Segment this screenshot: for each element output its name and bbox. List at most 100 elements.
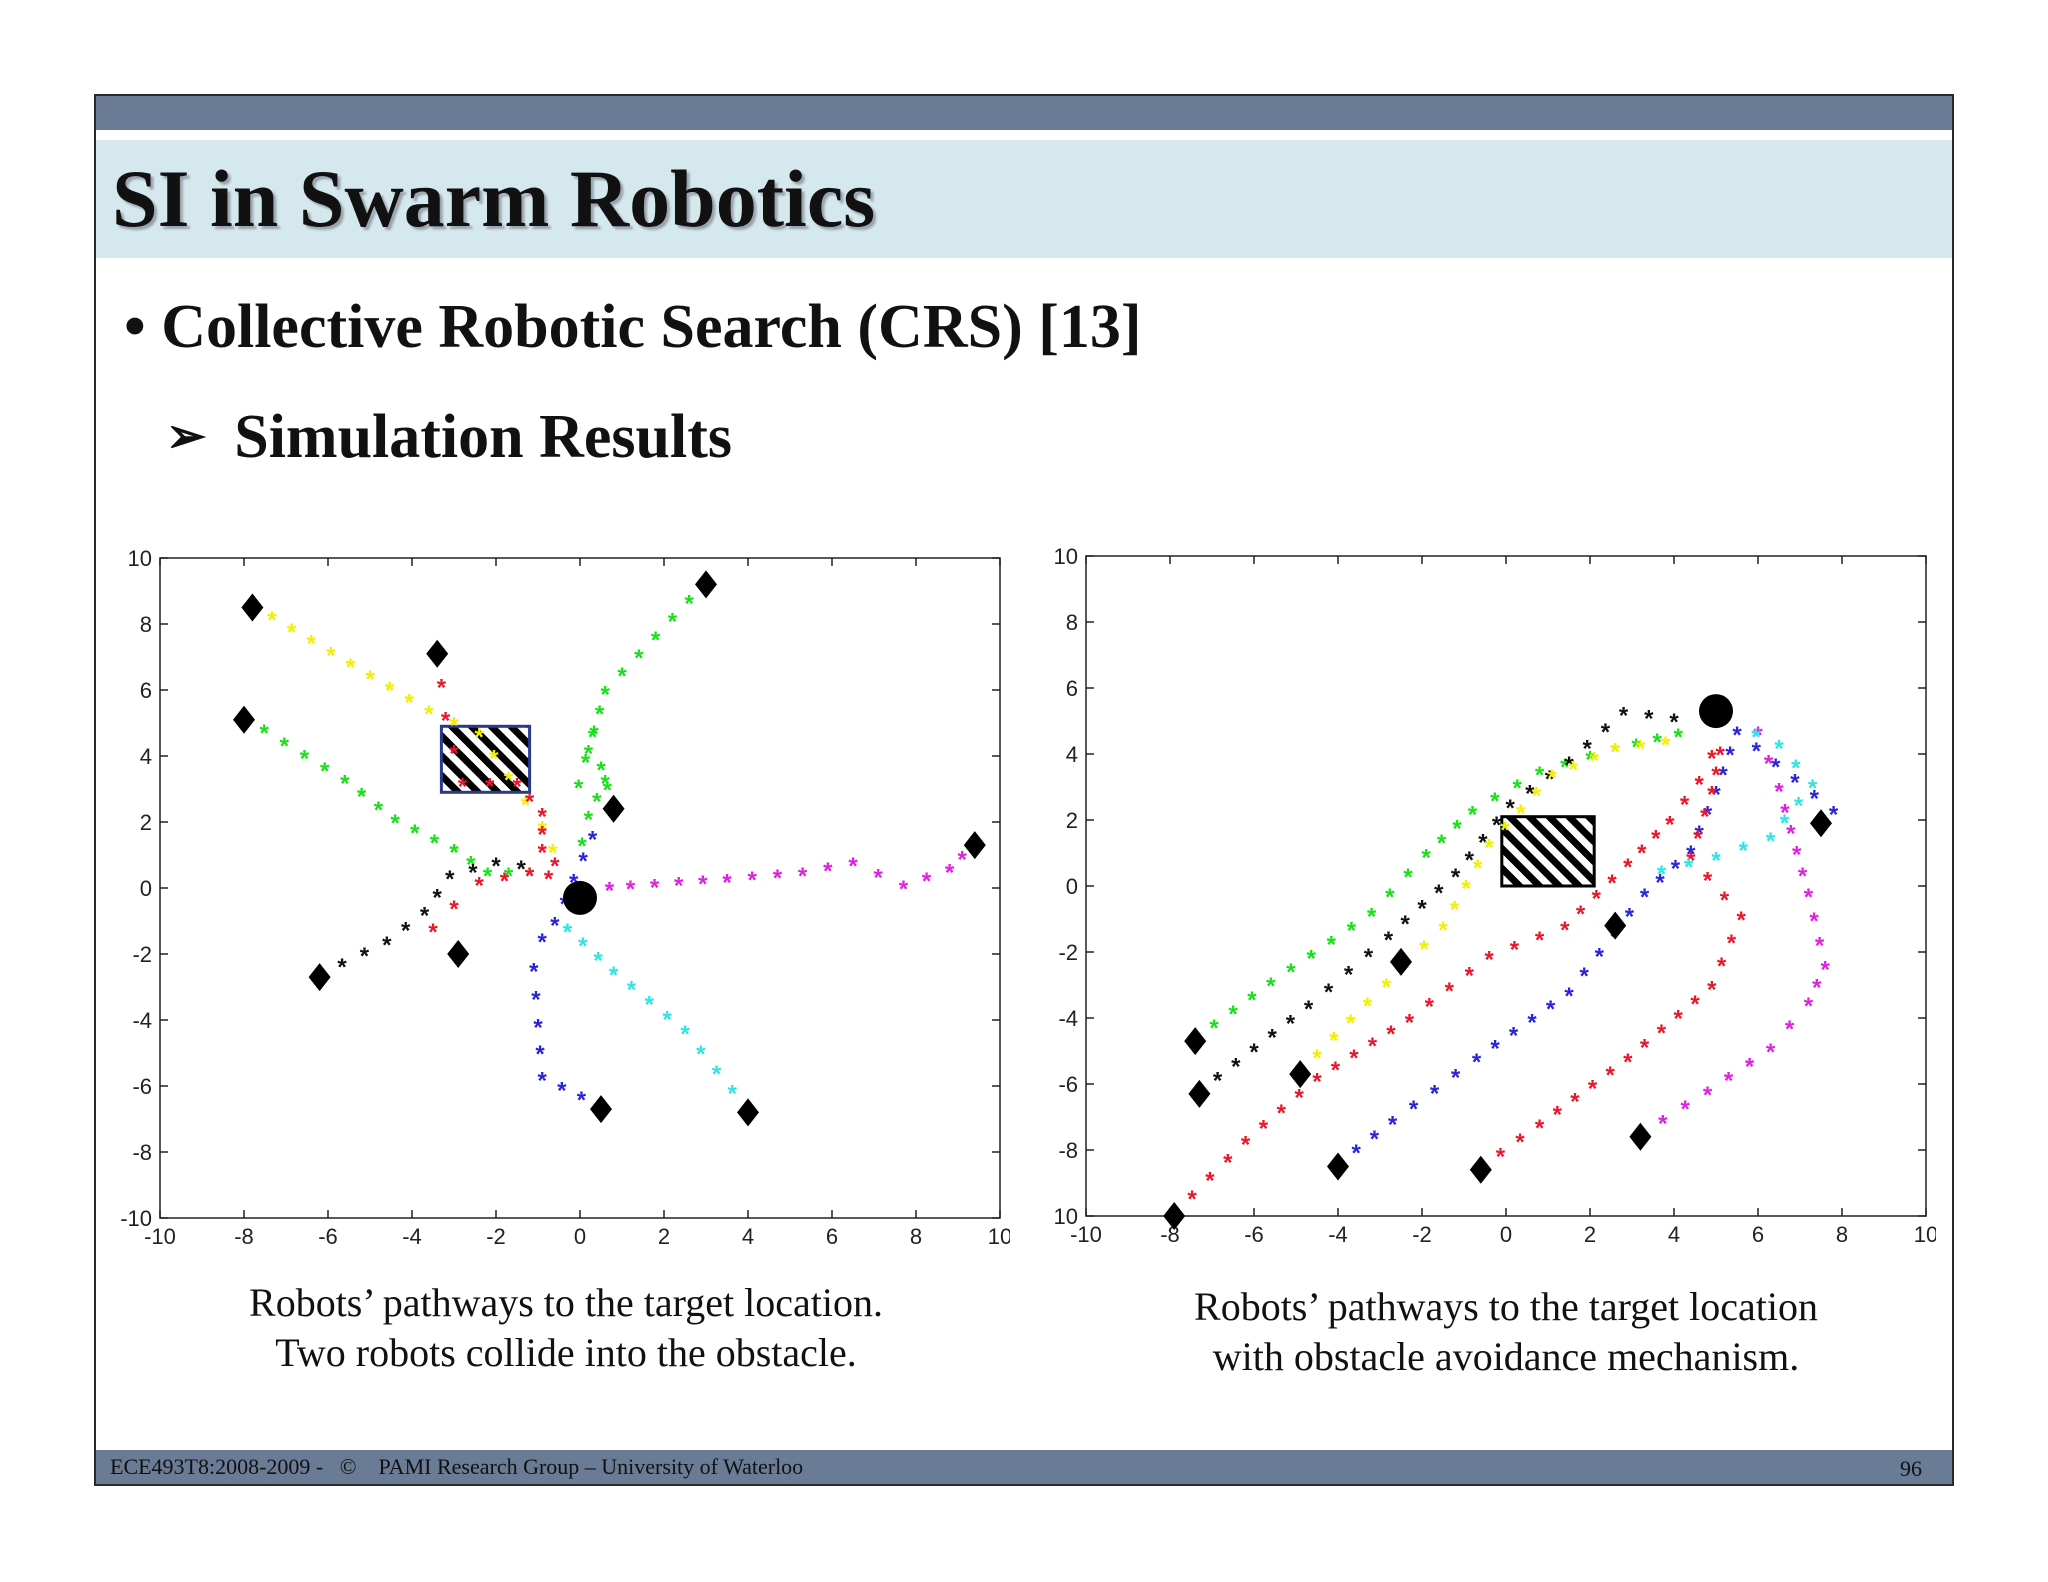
path-marker: * [1496, 1144, 1506, 1171]
path-marker: * [489, 746, 499, 773]
obstacle [1500, 815, 1596, 888]
path-marker: * [1331, 1057, 1341, 1084]
path-marker: * [1425, 994, 1435, 1021]
path-marker: * [601, 770, 611, 797]
path-marker: * [1451, 1065, 1461, 1092]
path-marker: * [1625, 904, 1635, 931]
path-marker: * [1681, 1096, 1691, 1123]
path-marker: * [326, 642, 336, 669]
caption-right-line1: Robots’ pathways to the target location [1194, 1284, 1818, 1329]
path-marker: * [533, 1015, 543, 1042]
path-marker: * [1794, 793, 1804, 820]
path-marker: * [1347, 918, 1357, 945]
path-marker: * [1401, 911, 1411, 938]
path-marker: * [1472, 1049, 1482, 1076]
caption-right-line2: with obstacle avoidance mechanism. [1212, 1334, 1800, 1379]
x-tick-label: -6 [1244, 1222, 1264, 1247]
path-marker: * [1812, 975, 1822, 1002]
caption-right: Robots’ pathways to the target location … [1096, 1282, 1916, 1382]
path-marker: * [259, 720, 269, 747]
path-marker: * [1515, 1129, 1525, 1156]
path-marker: * [1546, 996, 1556, 1023]
path-marker: * [340, 770, 350, 797]
path-marker: * [1205, 1168, 1215, 1195]
path-marker: * [609, 962, 619, 989]
path-marker: * [588, 724, 598, 751]
path-marker: * [603, 777, 613, 804]
path-marker: * [680, 1021, 690, 1048]
path-marker: * [584, 807, 594, 834]
path-marker: * [1228, 1001, 1238, 1028]
path-marker: * [1653, 729, 1663, 756]
x-tick-label: 4 [1668, 1222, 1680, 1247]
path-marker: * [1707, 976, 1717, 1003]
robot-start-marker [1184, 1027, 1207, 1056]
path-marker: * [437, 675, 447, 702]
y-tick-label: 0 [1066, 874, 1078, 899]
path-marker: * [899, 876, 909, 903]
path-marker: * [1352, 1140, 1362, 1167]
path-marker: * [382, 932, 392, 959]
path-marker: * [1717, 953, 1727, 980]
path-marker: * [1798, 863, 1808, 890]
path-marker: * [1821, 957, 1831, 984]
path-marker: * [1774, 778, 1784, 805]
path-marker: * [360, 943, 370, 970]
path-marker: * [577, 833, 587, 860]
path-marker: * [1430, 1080, 1440, 1107]
path-marker: * [1786, 821, 1796, 848]
path-marker: * [1344, 961, 1354, 988]
path-marker: * [1690, 991, 1700, 1018]
y-tick-label: 6 [140, 678, 152, 703]
path-marker: * [589, 721, 599, 748]
path-marker: * [1510, 937, 1520, 964]
path-marker: * [1569, 756, 1579, 783]
path-marker: * [1711, 782, 1721, 809]
path-marker: * [401, 917, 411, 944]
path-marker: * [544, 866, 554, 893]
path-marker: * [449, 840, 459, 867]
path-marker: * [1450, 896, 1460, 923]
path-marker: * [1560, 917, 1570, 944]
obstacle [439, 724, 532, 794]
path-marker: * [1703, 867, 1713, 894]
path-marker: * [634, 645, 644, 672]
path-marker: * [1745, 1053, 1755, 1080]
path-marker: * [1810, 786, 1820, 813]
path-marker: * [548, 840, 558, 867]
path-marker: * [468, 860, 478, 887]
path-marker: * [617, 663, 627, 690]
robot-start-marker [426, 639, 449, 668]
path-marker: * [538, 929, 548, 956]
path-marker: * [848, 853, 858, 880]
path-marker: * [1657, 1020, 1667, 1047]
path-marker: * [1231, 1053, 1241, 1080]
path-marker: * [1658, 1111, 1668, 1138]
path-marker: * [588, 827, 598, 854]
robot-start-marker [1629, 1122, 1652, 1151]
path-marker: * [475, 873, 485, 900]
path-marker: * [1286, 1010, 1296, 1037]
target-marker [1699, 694, 1733, 729]
path-marker: * [1349, 1045, 1359, 1072]
path-marker: * [1368, 1033, 1378, 1060]
path-marker: * [1766, 1039, 1776, 1066]
path-marker: * [650, 874, 660, 901]
x-tick-label: 10 [988, 1224, 1010, 1249]
slide-title: SI in Swarm Robotics [112, 153, 876, 244]
path-marker: * [685, 591, 695, 618]
path-marker: * [1535, 1115, 1545, 1142]
arrow-bullet-icon: ➢ [166, 410, 207, 463]
path-marker: * [466, 851, 476, 878]
y-tick-label: 8 [1066, 610, 1078, 635]
path-marker: * [1808, 775, 1818, 802]
path-marker: * [267, 607, 277, 634]
path-marker: * [521, 792, 531, 819]
path-marker: * [1461, 876, 1471, 903]
path-marker: * [823, 858, 833, 885]
path-marker: * [1583, 735, 1593, 762]
path-marker: * [538, 1067, 548, 1094]
sub-bullet: ➢ Simulation Results [166, 402, 732, 473]
path-marker: * [1732, 722, 1742, 749]
path-marker: * [601, 681, 611, 708]
